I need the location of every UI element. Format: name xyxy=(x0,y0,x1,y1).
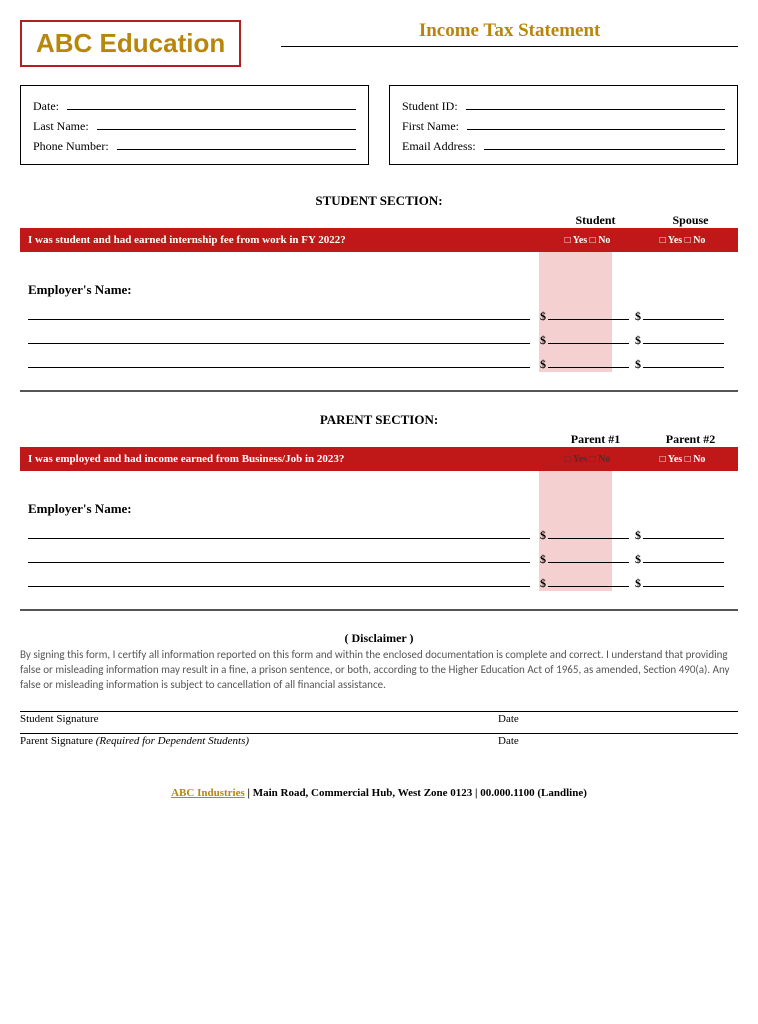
employer-name-field[interactable] xyxy=(28,547,530,563)
disclaimer-text: By signing this form, I certify all info… xyxy=(20,648,738,693)
amount-field[interactable] xyxy=(548,573,629,587)
parent-signature-line[interactable]: Parent Signature (Required for Dependent… xyxy=(20,733,738,747)
phone-field[interactable] xyxy=(117,136,356,150)
student-signature-line[interactable]: Student Signature Date xyxy=(20,711,738,725)
student-yesno-1[interactable]: □ Yes □ No xyxy=(540,235,635,246)
dollar-sign: $ xyxy=(635,333,641,348)
lastname-field[interactable] xyxy=(97,116,356,130)
dollar-sign: $ xyxy=(540,528,546,543)
email-label: Email Address: xyxy=(402,139,476,154)
employer-row: $ $ xyxy=(28,523,730,543)
dollar-sign: $ xyxy=(635,528,641,543)
amount-field[interactable] xyxy=(548,549,629,563)
student-col1: Student xyxy=(548,213,643,228)
employer-name-field[interactable] xyxy=(28,352,530,368)
amount-field[interactable] xyxy=(548,525,629,539)
student-signature-label: Student Signature xyxy=(20,713,498,725)
employer-row: $ $ xyxy=(28,547,730,567)
parent-question-bar: I was employed and had income earned fro… xyxy=(20,447,738,471)
header: ABC Education Income Tax Statement xyxy=(20,20,738,67)
parent-col-headers: Parent #1 Parent #2 xyxy=(20,432,738,447)
student-col-headers: Student Spouse xyxy=(20,213,738,228)
employer-row: $ $ xyxy=(28,328,730,348)
amount-field[interactable] xyxy=(548,330,629,344)
dollar-sign: $ xyxy=(540,333,546,348)
parent-col2: Parent #2 xyxy=(643,432,738,447)
employer-name-field[interactable] xyxy=(28,523,530,539)
document-title: Income Tax Statement xyxy=(281,20,738,47)
dollar-sign: $ xyxy=(540,576,546,591)
date-field[interactable] xyxy=(67,96,356,110)
employer-row: $ $ xyxy=(28,352,730,372)
logo-text: ABC Education xyxy=(36,28,225,58)
logo-box: ABC Education xyxy=(20,20,241,67)
student-section-heading: STUDENT SECTION: xyxy=(20,193,738,209)
student-yesno-2[interactable]: □ Yes □ No xyxy=(635,235,730,246)
employer-name-field[interactable] xyxy=(28,304,530,320)
signature-block: Student Signature Date Parent Signature … xyxy=(20,711,738,747)
employer-row: $ $ xyxy=(28,571,730,591)
parent-question: I was employed and had income earned fro… xyxy=(28,453,540,465)
employer-row: $ $ xyxy=(28,304,730,324)
parent-yesno-2[interactable]: □ Yes □ No xyxy=(635,454,730,465)
parent-section: Parent #1 Parent #2 I was employed and h… xyxy=(20,432,738,611)
amount-field[interactable] xyxy=(548,354,629,368)
footer: ABC Industries | Main Road, Commercial H… xyxy=(20,787,738,799)
employer-name-field[interactable] xyxy=(28,328,530,344)
student-col2: Spouse xyxy=(643,213,738,228)
title-box: Income Tax Statement xyxy=(281,20,738,47)
info-boxes: Date: Last Name: Phone Number: Student I… xyxy=(20,85,738,165)
dollar-sign: $ xyxy=(635,309,641,324)
right-info-box: Student ID: First Name: Email Address: xyxy=(389,85,738,165)
student-employer-label: Employer's Name: xyxy=(28,282,730,298)
parent-employer-section: Employer's Name: $ $ $ $ $ $ xyxy=(20,471,738,591)
employer-name-field[interactable] xyxy=(28,571,530,587)
student-section: Student Spouse I was student and had ear… xyxy=(20,213,738,392)
dollar-sign: $ xyxy=(540,309,546,324)
disclaimer-heading: ( Disclaimer ) xyxy=(20,631,738,646)
amount-field[interactable] xyxy=(643,330,724,344)
lastname-label: Last Name: xyxy=(33,119,89,134)
parent-signature-label: Parent Signature (Required for Dependent… xyxy=(20,735,498,747)
dollar-sign: $ xyxy=(635,552,641,567)
studentid-field[interactable] xyxy=(466,96,725,110)
footer-company: ABC Industries xyxy=(171,787,245,799)
parent-yesno-1[interactable]: □ Yes □ No xyxy=(540,454,635,465)
left-info-box: Date: Last Name: Phone Number: xyxy=(20,85,369,165)
date-label: Date: xyxy=(33,99,59,114)
email-field[interactable] xyxy=(484,136,725,150)
parent-section-heading: PARENT SECTION: xyxy=(20,412,738,428)
parent-employer-label: Employer's Name: xyxy=(28,501,730,517)
phone-label: Phone Number: xyxy=(33,139,109,154)
student-question: I was student and had earned internship … xyxy=(28,234,540,246)
parent-col1: Parent #1 xyxy=(548,432,643,447)
firstname-label: First Name: xyxy=(402,119,459,134)
student-date-label: Date xyxy=(498,713,738,725)
amount-field[interactable] xyxy=(548,306,629,320)
amount-field[interactable] xyxy=(643,573,724,587)
amount-field[interactable] xyxy=(643,549,724,563)
amount-field[interactable] xyxy=(643,354,724,368)
amount-field[interactable] xyxy=(643,306,724,320)
footer-address: | Main Road, Commercial Hub, West Zone 0… xyxy=(245,787,587,799)
student-employer-section: Employer's Name: $ $ $ $ $ $ xyxy=(20,252,738,372)
dollar-sign: $ xyxy=(540,552,546,567)
parent-date-label: Date xyxy=(498,735,738,747)
student-question-bar: I was student and had earned internship … xyxy=(20,228,738,252)
studentid-label: Student ID: xyxy=(402,99,458,114)
dollar-sign: $ xyxy=(540,357,546,372)
firstname-field[interactable] xyxy=(467,116,725,130)
dollar-sign: $ xyxy=(635,576,641,591)
amount-field[interactable] xyxy=(643,525,724,539)
dollar-sign: $ xyxy=(635,357,641,372)
